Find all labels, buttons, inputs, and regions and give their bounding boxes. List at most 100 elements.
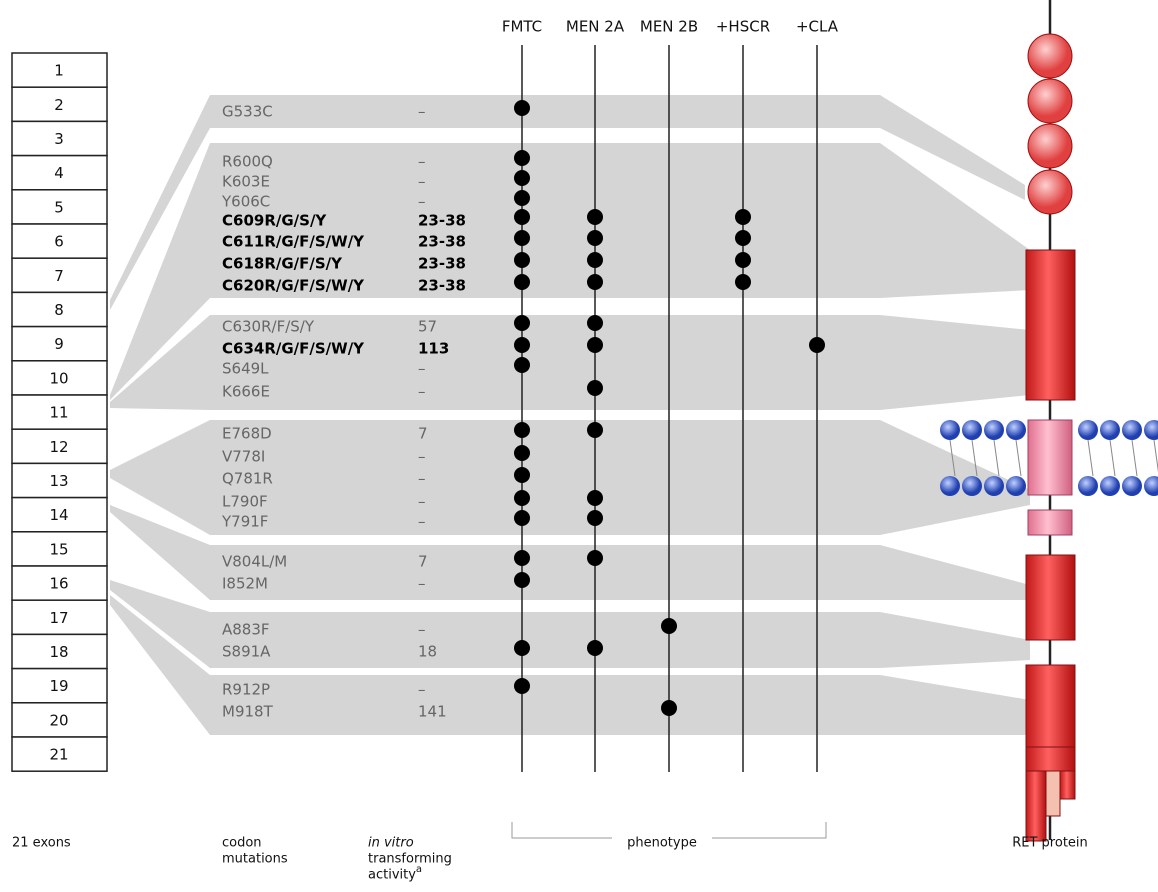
- codon: Y791F: [221, 513, 268, 531]
- codon: C618R/G/F/S/Y: [222, 255, 343, 273]
- codon: A883F: [222, 621, 270, 639]
- exon-label: 21: [49, 746, 68, 764]
- lipid-head: [962, 420, 982, 440]
- exon-label: 13: [49, 472, 68, 490]
- codon: C620R/G/F/S/W/Y: [222, 277, 365, 295]
- lipid-head: [1122, 420, 1142, 440]
- phenotype-dot: [514, 678, 530, 694]
- activity: 23-38: [418, 277, 466, 295]
- codon: K666E: [222, 383, 270, 401]
- activity: –: [418, 513, 426, 531]
- codon: S891A: [222, 643, 271, 661]
- phenotype-dot: [514, 274, 530, 290]
- activity: 113: [418, 340, 449, 358]
- band: [110, 580, 1030, 668]
- phenotype-header: +CLA: [796, 18, 839, 36]
- lipid-head: [1144, 420, 1158, 440]
- phenotype-header: FMTC: [502, 18, 542, 36]
- lipid-head: [962, 476, 982, 496]
- band: [110, 315, 1030, 410]
- phenotype-dot: [587, 490, 603, 506]
- lipid-head: [1078, 420, 1098, 440]
- phenotype-dot: [735, 209, 751, 225]
- lipid-tail: [1087, 439, 1094, 477]
- phenotype-dot: [514, 445, 530, 461]
- activity: –: [418, 448, 426, 466]
- activity: –: [418, 493, 426, 511]
- phenotype-dot: [587, 252, 603, 268]
- phenotype-bracket: [511, 822, 827, 839]
- codon: G533C: [222, 103, 273, 121]
- activity: 18: [418, 643, 437, 661]
- activity-label: transforming: [368, 852, 452, 867]
- activity: –: [418, 103, 426, 121]
- phenotype-dot: [587, 380, 603, 396]
- exon-label: 15: [49, 540, 68, 558]
- lipid-head: [1006, 476, 1026, 496]
- exon-label: 1: [54, 62, 64, 80]
- codon: E768D: [222, 425, 272, 443]
- lipid-tail: [1131, 439, 1138, 477]
- codon: M918T: [222, 703, 274, 721]
- activity: 57: [418, 318, 437, 336]
- phenotype-dot: [587, 274, 603, 290]
- exon-box: [11, 325, 108, 362]
- codon-label: codon: [222, 836, 262, 851]
- codon: C609R/G/S/Y: [222, 212, 327, 230]
- lipid-head: [1006, 420, 1026, 440]
- codon-label: mutations: [222, 852, 288, 867]
- phenotype-dot: [514, 209, 530, 225]
- exon-box: [11, 189, 108, 225]
- phenotype-dot: [587, 510, 603, 526]
- exon-label: 3: [54, 130, 64, 148]
- exon-box: [11, 223, 108, 259]
- codon: I852M: [222, 575, 268, 593]
- phenotype-dot: [735, 274, 751, 290]
- codon: C634R/G/F/S/W/Y: [222, 340, 365, 358]
- activity-label: in vitro: [368, 836, 414, 851]
- exon-box: [11, 291, 108, 328]
- exon-label: 2: [54, 96, 64, 114]
- exon-box: [11, 667, 108, 704]
- lipid-tail: [1015, 439, 1022, 477]
- phenotype-dot: [514, 252, 530, 268]
- phenotype-dot: [514, 510, 530, 526]
- exon-box: [11, 360, 108, 396]
- exon-box: [11, 394, 108, 430]
- codon: C630R/F/S/Y: [222, 318, 315, 336]
- activity: 7: [418, 425, 428, 443]
- activity: –: [418, 193, 426, 211]
- activity: –: [418, 681, 426, 699]
- codon: R912P: [222, 681, 270, 699]
- exon-label: 14: [49, 506, 68, 524]
- exon-label: 4: [54, 164, 64, 182]
- exon-label: 16: [49, 575, 68, 593]
- activity: –: [418, 470, 426, 488]
- lipid-tail: [971, 439, 978, 477]
- phenotype-dot: [514, 230, 530, 246]
- phenotype-dot: [514, 337, 530, 353]
- activity: 23-38: [418, 255, 466, 273]
- codon: V804L/M: [222, 553, 287, 571]
- superscript: a: [416, 864, 422, 875]
- activity: 23-38: [418, 233, 466, 251]
- activity: 23-38: [418, 212, 466, 230]
- exon-box: [11, 633, 108, 670]
- band: [110, 595, 1030, 735]
- phenotype-dot: [735, 252, 751, 268]
- phenotype-dot: [514, 190, 530, 206]
- codon: S649L: [222, 360, 269, 378]
- activity: –: [418, 383, 426, 401]
- phenotype-dot: [587, 640, 603, 656]
- lipid-head: [1122, 476, 1142, 496]
- codon: Y606C: [221, 193, 270, 211]
- lipid-head: [1100, 420, 1120, 440]
- activity: –: [418, 575, 426, 593]
- phenotype-dot: [809, 337, 825, 353]
- exon-label: 19: [49, 677, 68, 695]
- activity: –: [418, 621, 426, 639]
- phenotype-dot: [587, 315, 603, 331]
- phenotype-dot: [514, 170, 530, 186]
- exon-label: 10: [49, 369, 68, 387]
- lipid-head: [1100, 476, 1120, 496]
